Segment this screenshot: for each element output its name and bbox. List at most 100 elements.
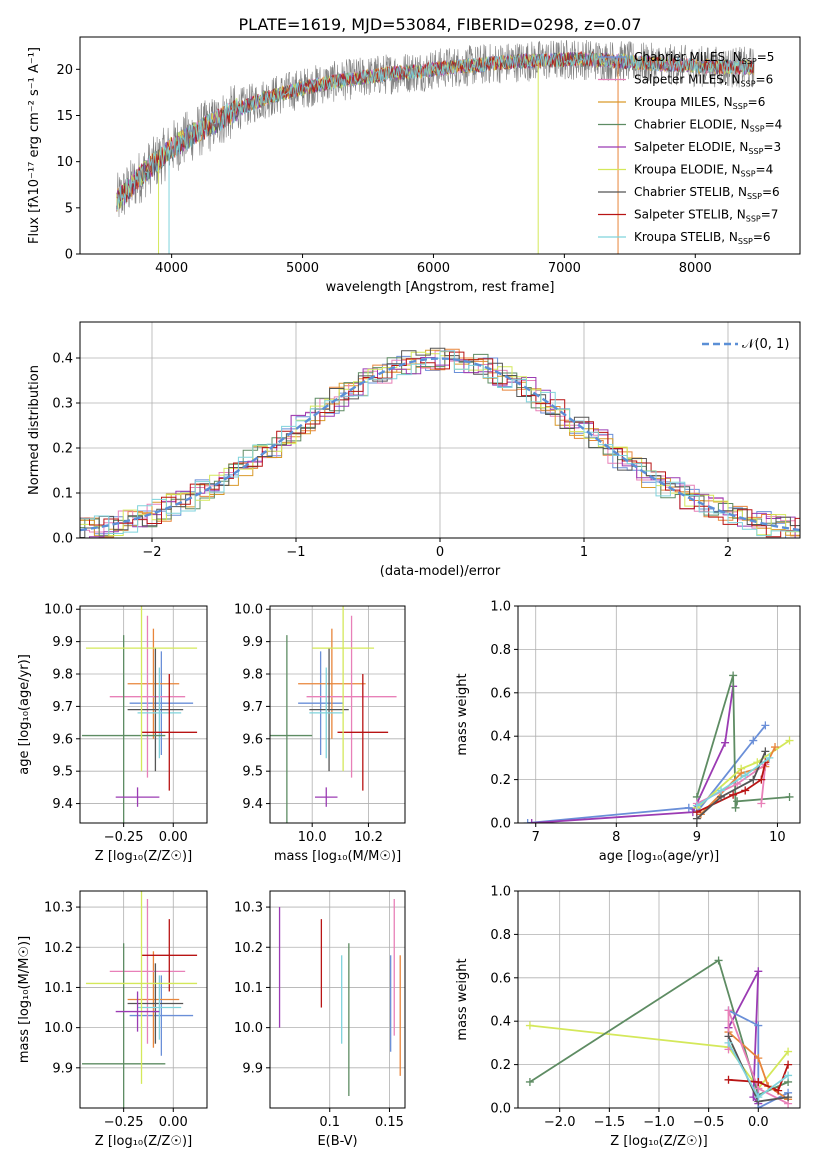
residual-histogram-series bbox=[80, 348, 800, 538]
y-tick-label: 0.3 bbox=[52, 397, 73, 412]
residuals-chart: −2 −1 0 1 2 0.0 0.1 0.2 0.3 0.4 (data-model)/error… bbox=[27, 321, 801, 579]
y-tick-label: 9.9 bbox=[242, 635, 263, 650]
legend-label: Chabrier MILES, NSSP=5 bbox=[634, 50, 774, 66]
weight-point-marker bbox=[754, 1021, 763, 1030]
y-tick-label: 9.6 bbox=[52, 732, 73, 747]
y-tick-label: 15 bbox=[56, 109, 73, 124]
weight-point-marker bbox=[523, 819, 532, 823]
weight-point-marker bbox=[784, 1060, 793, 1069]
y-tick-label: 0 bbox=[65, 248, 73, 263]
weight-plot-area bbox=[523, 671, 794, 823]
y-axis-label: mass weight bbox=[455, 673, 470, 755]
weight-point-marker bbox=[784, 1071, 793, 1080]
errorbar-plot-area bbox=[81, 891, 198, 1108]
weight-vs-z-chart: −2.0 −1.5 −1.0 −0.5 0.0 0.0 0.2 0.4 0.6 0.8 1.0 Z [… bbox=[455, 885, 801, 1149]
axes-frame bbox=[269, 890, 406, 1109]
errorbar-plot-area bbox=[278, 899, 401, 1096]
x-axis-label: Z [log₁₀(Z/Z☉)] bbox=[95, 849, 192, 864]
weight-point-marker bbox=[684, 803, 693, 812]
weight-point-marker bbox=[733, 797, 742, 806]
weight-series-line bbox=[696, 757, 770, 807]
x-tick-label: 10.0 bbox=[298, 830, 327, 845]
y-tick-label: 0.4 bbox=[490, 1015, 511, 1030]
axes-frame bbox=[79, 36, 801, 255]
x-tick-label: −0.5 bbox=[693, 1115, 725, 1130]
x-tick-label: 2 bbox=[724, 545, 732, 560]
model-spectrum-line bbox=[116, 52, 755, 211]
legend-label: Kroupa ELODIE, NSSP=4 bbox=[634, 163, 773, 179]
weight-point-marker bbox=[724, 1038, 733, 1047]
weight-point-marker bbox=[741, 786, 750, 795]
weight-point-marker bbox=[729, 671, 738, 680]
x-tick-label: 4000 bbox=[155, 261, 188, 276]
axes-frame bbox=[79, 605, 208, 824]
y-tick-label: 0.0 bbox=[52, 532, 73, 547]
age-vs-z-chart: −0.25 0.00 9.4 9.5 9.6 9.7 9.8 9.9 10.0 Z [log₁₀(… bbox=[17, 603, 208, 864]
x-tick-label: −0.25 bbox=[104, 830, 144, 845]
legend-label: Kroupa STELIB, NSSP=6 bbox=[634, 230, 771, 246]
weight-point-marker bbox=[757, 775, 766, 784]
x-tick-label: −1.0 bbox=[643, 1115, 675, 1130]
legend-label: Chabrier ELODIE, NSSP=4 bbox=[634, 118, 782, 134]
y-axis-label: Flux [fλ10⁻¹⁷ erg cm⁻² s⁻¹ A⁻¹] bbox=[27, 47, 42, 244]
y-tick-label: 9.9 bbox=[52, 1061, 73, 1076]
x-tick-label: 10 bbox=[769, 830, 786, 845]
y-tick-label: 10.0 bbox=[234, 603, 263, 618]
residuals-legend: 𝒩(0, 1) bbox=[702, 337, 789, 352]
x-tick-label: 9 bbox=[693, 830, 701, 845]
axes-frame bbox=[269, 605, 406, 824]
y-tick-label: 0.2 bbox=[490, 1058, 511, 1073]
legend-label: Kroupa MILES, NSSP=6 bbox=[634, 95, 765, 111]
weight-point-marker bbox=[714, 956, 723, 965]
spectrum-plot-area bbox=[116, 39, 755, 254]
normal-curve-line bbox=[80, 357, 800, 532]
y-axis-label: mass [log₁₀(M/M☉)] bbox=[17, 936, 32, 1063]
weight-series-line bbox=[727, 1010, 789, 1105]
y-tick-label: 0.6 bbox=[490, 971, 511, 986]
x-tick-label: 0.15 bbox=[375, 1115, 404, 1130]
weight-series-line bbox=[527, 724, 767, 823]
y-tick-label: 0.2 bbox=[490, 773, 511, 788]
spectrum-legend: Chabrier MILES, NSSP=5 Salpeter MILES, NS… bbox=[598, 50, 782, 246]
residual-histogram-series bbox=[80, 350, 800, 538]
legend-label: Salpeter ELODIE, NSSP=3 bbox=[634, 140, 781, 156]
weight-point-marker bbox=[741, 771, 750, 780]
x-axis-label: mass [log₁₀(M/M☉)] bbox=[274, 849, 401, 864]
y-tick-label: 0.2 bbox=[52, 442, 73, 457]
weight-point-marker bbox=[729, 790, 738, 799]
y-tick-label: 1.0 bbox=[490, 885, 511, 900]
weight-point-marker bbox=[785, 792, 794, 801]
weight-plot-area bbox=[525, 956, 793, 1108]
weight-point-marker bbox=[721, 738, 730, 747]
residuals-plot-area bbox=[80, 347, 800, 538]
weight-series-line bbox=[531, 686, 734, 823]
axes-frame bbox=[79, 890, 208, 1109]
y-tick-label: 0.1 bbox=[52, 487, 73, 502]
weight-series-line bbox=[728, 1064, 789, 1092]
weight-point-marker bbox=[724, 1006, 733, 1015]
x-axis-label: (data-model)/error bbox=[380, 564, 501, 579]
weight-point-marker bbox=[754, 1054, 763, 1063]
legend-label: Salpeter MILES, NSSP=6 bbox=[634, 73, 773, 89]
legend-label: Salpeter STELIB, NSSP=7 bbox=[634, 208, 778, 224]
y-tick-label: 1.0 bbox=[490, 600, 511, 615]
y-tick-label: 9.7 bbox=[242, 700, 263, 715]
weight-vs-age-chart: 7 8 9 10 0.0 0.2 0.4 0.6 0.8 1.0 age [log₁₀(age/yr… bbox=[455, 600, 801, 864]
weight-point-marker bbox=[525, 1077, 534, 1086]
spectrum-chart: 4000 5000 6000 7000 8000 0 5 10 15 20 wavelength [… bbox=[27, 36, 801, 295]
y-axis-label: age [log₁₀(age/yr)] bbox=[17, 654, 32, 775]
weight-point-marker bbox=[761, 721, 770, 730]
x-tick-label: −0.25 bbox=[104, 1115, 144, 1130]
errorbar-plot-area bbox=[270, 606, 397, 823]
weight-series-line bbox=[728, 1009, 789, 1108]
y-tick-label: 10.2 bbox=[234, 941, 263, 956]
legend-label: 𝒩(0, 1) bbox=[742, 337, 789, 352]
y-tick-label: 0.8 bbox=[490, 643, 511, 658]
y-tick-label: 0.4 bbox=[52, 352, 73, 367]
weight-point-marker bbox=[692, 801, 701, 810]
y-axis-label: mass weight bbox=[455, 958, 470, 1040]
x-tick-label: 5000 bbox=[286, 261, 319, 276]
x-tick-label: −2.0 bbox=[544, 1115, 576, 1130]
x-axis-label: E(B-V) bbox=[317, 1134, 357, 1149]
